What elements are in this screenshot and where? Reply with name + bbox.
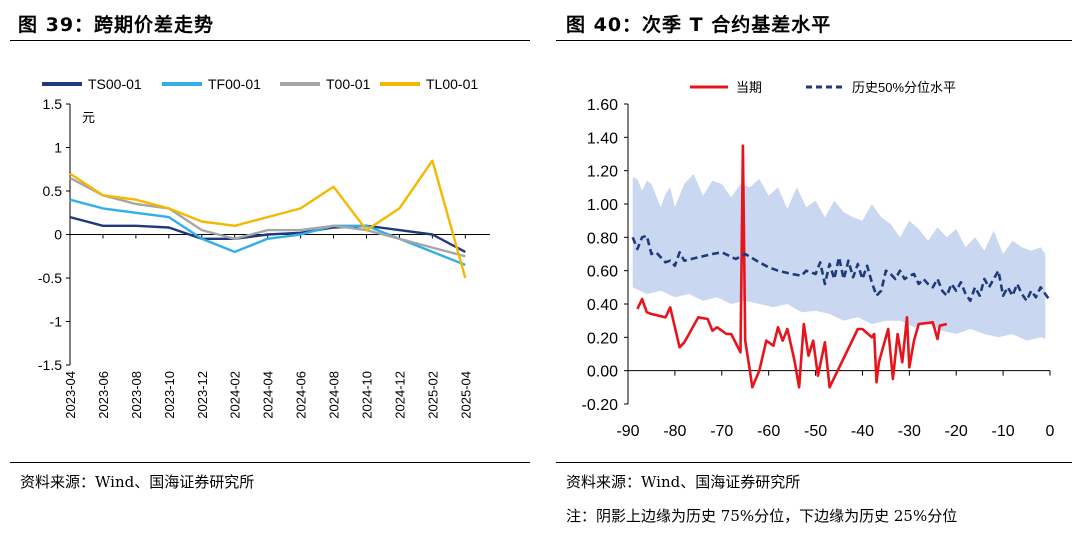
right-y-tick-label: 0.80 xyxy=(587,230,618,247)
right-series-current xyxy=(636,144,948,389)
right-y-tick-label: 0.40 xyxy=(587,297,618,314)
left-x-tick-label: 2023-04 xyxy=(63,371,78,419)
right-source: 资料来源：Wind、国海证券研究所 xyxy=(566,473,801,491)
left-x-tick-label: 2024-02 xyxy=(228,371,243,419)
left-y-tick-label: -1 xyxy=(50,314,63,330)
right-x-tick-label: -80 xyxy=(663,423,686,440)
left-x-tick-label: 2024-12 xyxy=(392,371,407,419)
right-x-tick-label: -90 xyxy=(616,423,639,440)
left-bottom-rule xyxy=(10,462,530,463)
left-x-tick-label: 2023-10 xyxy=(162,371,177,419)
left-series-T00-01 xyxy=(69,176,466,258)
left-legend-label: TF00-01 xyxy=(208,76,261,92)
left-series-TL00-01 xyxy=(69,159,467,279)
right-x-tick-label: 0 xyxy=(1046,423,1055,440)
right-x-tick-label: -70 xyxy=(710,423,733,440)
left-y-tick-label: 1 xyxy=(54,140,62,156)
left-series-TS00-01 xyxy=(69,215,466,253)
left-x-tick-label: 2024-08 xyxy=(327,371,342,419)
right-x-tick-label: -30 xyxy=(898,423,921,440)
left-x-tick-label: 2025-04 xyxy=(458,371,473,419)
right-x-tick-label: -60 xyxy=(757,423,780,440)
left-series-TF00-01 xyxy=(69,198,466,267)
right-chart-title: 图 40：次季 T 合约基差水平 xyxy=(566,14,832,36)
left-y-unit-label: 元 xyxy=(82,110,95,125)
right-series-median xyxy=(631,234,1052,303)
left-x-tick-label: 2024-10 xyxy=(359,371,374,419)
right-y-tick-label: 1.20 xyxy=(587,164,618,181)
right-y-tick-label: 0.00 xyxy=(587,364,618,381)
left-legend-label: T00-01 xyxy=(326,76,371,92)
right-legend-label-current: 当期 xyxy=(736,80,762,95)
left-y-tick-label: -0.5 xyxy=(38,270,62,286)
left-y-tick-label: -1.5 xyxy=(38,357,62,373)
left-legend-label: TS00-01 xyxy=(88,76,142,92)
left-source: 资料来源：Wind、国海证券研究所 xyxy=(20,473,255,491)
right-y-tick-label: 0.20 xyxy=(587,330,618,347)
left-legend-label: TL00-01 xyxy=(426,76,478,92)
right-y-tick-label: 1.40 xyxy=(587,130,618,147)
left-y-tick-label: 0.5 xyxy=(43,183,63,199)
right-y-tick-label: 1.60 xyxy=(587,97,618,114)
left-line-chart: 1.5 1 0.5 0 -0.5 -1 -1.5 元 2023-04 2023-06 2023-08… xyxy=(38,76,490,419)
right-x-tick-label: -50 xyxy=(804,423,827,440)
left-x-tick-label: 2023-08 xyxy=(129,371,144,419)
right-bottom-rule xyxy=(556,462,1072,463)
right-y-tick-label: -0.20 xyxy=(582,397,619,414)
right-basis-chart: 1.60 1.40 1.20 1.00 0.80 0.60 0.40 0.20 0.00 -0.2… xyxy=(582,80,1055,440)
left-x-tick-label: 2023-12 xyxy=(195,371,210,419)
left-x-tick-label: 2024-04 xyxy=(261,371,276,419)
right-x-tick-label: -40 xyxy=(851,423,874,440)
left-x-tick-label: 2024-06 xyxy=(294,371,309,419)
right-x-tick-label: -20 xyxy=(945,423,968,440)
right-title-rule xyxy=(556,40,1072,41)
right-y-tick-label: 1.00 xyxy=(587,197,618,214)
left-title-rule xyxy=(10,40,530,41)
left-y-tick-label: 1.5 xyxy=(43,96,63,112)
right-percentile-band xyxy=(632,174,1046,341)
left-x-tick-label: 2025-02 xyxy=(425,371,440,419)
right-y-tick-label: 0.60 xyxy=(587,264,618,281)
right-x-tick-label: -10 xyxy=(992,423,1015,440)
right-note: 注：阴影上边缘为历史 75%分位，下边缘为历史 25%分位 xyxy=(566,507,958,525)
left-x-tick-label: 2023-06 xyxy=(96,371,111,419)
left-chart-title: 图 39：跨期价差走势 xyxy=(18,14,215,36)
left-y-tick-label: 0 xyxy=(54,227,62,243)
right-legend-label-median: 历史50%分位水平 xyxy=(852,80,956,95)
